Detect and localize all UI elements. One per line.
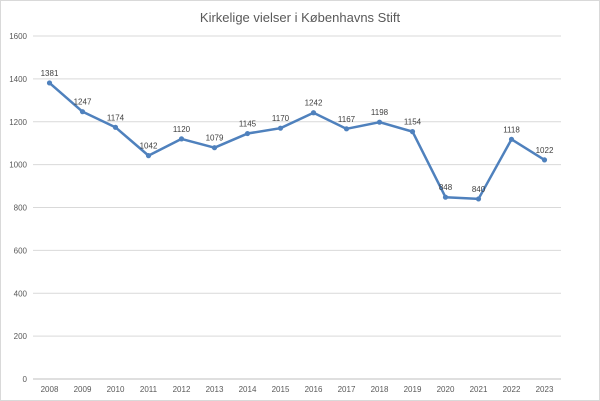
y-tick-label: 0 [23,375,28,384]
x-tick-label: 2019 [404,385,422,394]
data-label: 1242 [305,99,323,108]
x-tick-label: 2008 [41,385,59,394]
data-point [277,125,284,131]
data-label: 1198 [371,108,389,117]
series-line [48,81,546,201]
data-point [244,130,251,137]
x-tick-label: 2013 [206,385,224,394]
x-tick-label: 2021 [470,385,488,394]
data-label: 1170 [272,114,290,123]
y-tick-label: 800 [14,204,28,213]
x-tick-label: 2012 [173,385,191,394]
y-tick-label: 400 [14,289,28,298]
y-tick-label: 200 [14,332,28,341]
data-label: 1381 [41,69,59,78]
y-tick-label: 1600 [9,32,27,41]
x-tick-label: 2018 [371,385,389,394]
x-tick-label: 2020 [437,385,455,394]
data-point [145,153,152,159]
x-tick-label: 2023 [536,385,554,394]
chart-title: Kirkelige vielser i Københavns Stift [199,10,401,25]
data-label: 1247 [74,98,92,107]
data-label: 848 [439,183,453,192]
data-point [541,157,548,163]
data-label: 1120 [173,125,191,134]
data-point [178,136,185,142]
x-tick-label: 2009 [74,385,92,394]
data-point [211,145,218,151]
data-point [442,194,449,200]
x-tick-label: 2015 [272,385,290,394]
x-tick-label: 2011 [140,385,158,394]
data-point [508,136,515,142]
y-tick-label: 1200 [9,118,27,127]
y-tick-label: 1400 [9,75,27,84]
y-tick-label: 600 [14,246,28,255]
data-label: 840 [472,185,486,194]
data-point [79,109,86,115]
data-point [376,119,383,125]
data-label: 1042 [140,142,158,151]
data-point [46,80,53,86]
data-point [310,110,317,116]
data-label: 1167 [338,115,356,124]
x-tick-label: 2016 [305,385,323,394]
data-label: 1022 [536,146,554,155]
y-tick-label: 1000 [9,161,27,170]
data-point [475,196,482,202]
data-point [112,124,119,130]
data-point [343,126,350,132]
x-tick-label: 2014 [239,385,257,394]
x-tick-label: 2022 [503,385,521,394]
x-tick-label: 2017 [338,385,356,394]
data-label: 1174 [107,113,125,122]
data-label: 1079 [206,134,224,143]
data-point [409,129,416,135]
data-label: 1145 [239,120,257,129]
data-label: 1118 [503,125,520,134]
data-label: 1154 [404,118,422,127]
x-tick-label: 2010 [107,385,125,394]
